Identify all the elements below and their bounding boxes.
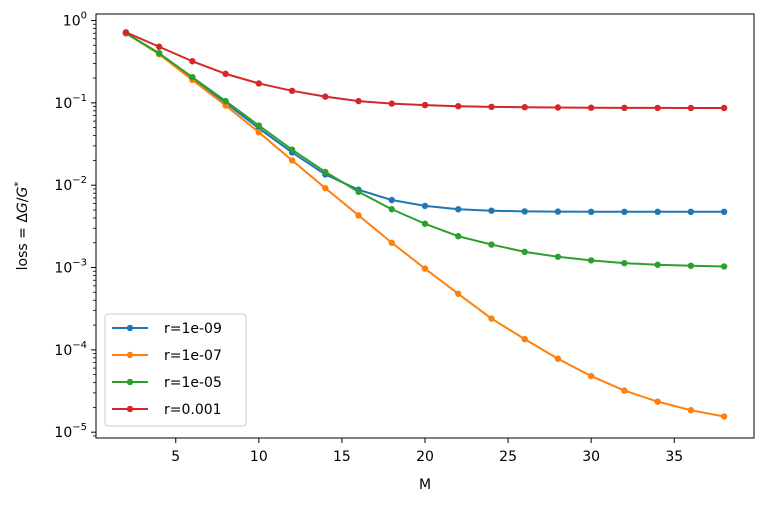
data-point bbox=[322, 184, 329, 192]
data-point bbox=[355, 188, 362, 196]
data-point bbox=[322, 93, 329, 100]
y-axis-label-g: G bbox=[15, 202, 31, 213]
data-point bbox=[288, 87, 296, 95]
data-point bbox=[488, 103, 495, 111]
data-point bbox=[654, 398, 661, 405]
data-point bbox=[122, 29, 130, 36]
data-point bbox=[421, 202, 429, 210]
data-point bbox=[720, 413, 728, 420]
data-point bbox=[587, 372, 595, 380]
data-point bbox=[554, 208, 562, 215]
y-axis-label-mid: / bbox=[15, 197, 31, 202]
data-point bbox=[189, 73, 196, 81]
y-axis-label-prefix: loss = Δ bbox=[15, 213, 31, 271]
data-point bbox=[455, 290, 462, 297]
data-point bbox=[554, 104, 562, 111]
data-point bbox=[255, 129, 263, 136]
y-tick-label: 10−4 bbox=[54, 340, 87, 359]
y-axis-label: loss = ΔG/G* bbox=[13, 182, 31, 271]
data-point bbox=[155, 50, 163, 57]
y-tick-label: 10−3 bbox=[54, 258, 87, 277]
legend-swatch-marker bbox=[126, 405, 134, 413]
y-axis-label-g: G bbox=[15, 187, 31, 198]
legend-swatch-marker bbox=[126, 378, 134, 386]
data-point bbox=[554, 355, 562, 362]
legend-label: r=1e-09 bbox=[164, 321, 222, 337]
data-point bbox=[687, 406, 695, 414]
data-point bbox=[421, 220, 429, 227]
legend-label: r=1e-05 bbox=[164, 375, 222, 391]
y-tick-label: 10−2 bbox=[54, 175, 87, 194]
data-point bbox=[388, 239, 395, 246]
data-point bbox=[388, 196, 395, 204]
legend-box bbox=[104, 313, 247, 427]
x-tick-label: 25 bbox=[499, 449, 517, 465]
data-point bbox=[455, 233, 462, 240]
data-point bbox=[288, 146, 296, 153]
data-point bbox=[654, 261, 661, 268]
data-point bbox=[720, 263, 728, 270]
data-point bbox=[488, 315, 495, 322]
data-point bbox=[521, 104, 528, 111]
data-point bbox=[488, 241, 495, 248]
data-point bbox=[455, 103, 462, 110]
x-tick-label: 20 bbox=[416, 449, 434, 465]
legend-label: r=0.001 bbox=[164, 402, 222, 418]
data-point bbox=[355, 212, 362, 219]
data-point bbox=[621, 104, 628, 112]
data-point bbox=[654, 208, 661, 216]
x-tick-label: 30 bbox=[582, 449, 600, 465]
data-point bbox=[621, 387, 628, 394]
x-tick-label: 5 bbox=[171, 449, 180, 465]
data-point bbox=[521, 208, 528, 215]
data-point bbox=[255, 80, 263, 87]
x-tick-label: 10 bbox=[250, 449, 268, 465]
data-point bbox=[654, 104, 661, 112]
legend: r=1e-09 r=1e-07 r=1e-05 r=0.001 bbox=[104, 313, 247, 427]
data-point bbox=[687, 104, 695, 112]
y-tick-label: 10−1 bbox=[54, 93, 87, 112]
data-point bbox=[521, 335, 528, 343]
data-point bbox=[621, 259, 628, 267]
y-ticks: 10−5 10−4 10−3 10−2 10−1 100 bbox=[54, 11, 96, 441]
data-point bbox=[222, 70, 229, 78]
x-tick-label: 35 bbox=[665, 449, 683, 465]
data-point bbox=[720, 104, 728, 112]
x-ticks: 5 10 15 20 25 30 35 bbox=[171, 438, 683, 465]
legend-label: r=1e-07 bbox=[164, 348, 222, 364]
data-point bbox=[587, 257, 595, 264]
data-point bbox=[322, 168, 329, 176]
y-tick-label: 10−5 bbox=[54, 422, 87, 441]
data-point bbox=[720, 208, 728, 216]
legend-swatch-marker bbox=[126, 324, 134, 332]
series-layer bbox=[122, 29, 728, 420]
data-point bbox=[155, 43, 163, 50]
x-axis-label: M bbox=[419, 477, 431, 493]
y-axis-label-sup: * bbox=[13, 182, 24, 187]
data-point bbox=[687, 208, 695, 216]
data-point bbox=[554, 253, 562, 260]
x-tick-label: 15 bbox=[333, 449, 351, 465]
data-point bbox=[288, 157, 296, 164]
data-point bbox=[355, 97, 362, 105]
data-point bbox=[421, 265, 429, 272]
data-point bbox=[687, 262, 695, 269]
data-point bbox=[587, 208, 595, 216]
data-point bbox=[621, 208, 628, 216]
data-point bbox=[521, 248, 528, 256]
data-point bbox=[388, 206, 395, 213]
data-point bbox=[388, 100, 395, 107]
data-point bbox=[488, 207, 495, 214]
data-point bbox=[421, 101, 429, 109]
data-point bbox=[455, 206, 462, 213]
data-point bbox=[189, 58, 196, 65]
data-point bbox=[255, 122, 263, 129]
data-point bbox=[222, 97, 229, 105]
legend-swatch-marker bbox=[126, 351, 134, 359]
y-tick-label: 100 bbox=[63, 11, 87, 30]
data-point bbox=[587, 104, 595, 111]
